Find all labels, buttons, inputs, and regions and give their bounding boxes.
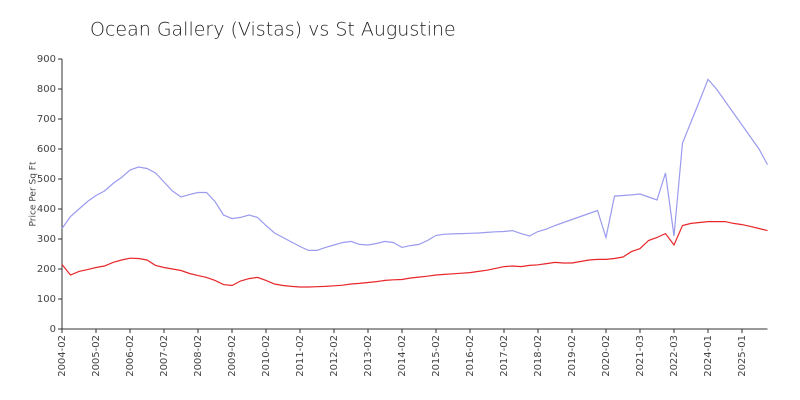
x-tick-label: 2022-03 — [669, 335, 680, 377]
x-tick-label: 2005-02 — [91, 335, 102, 377]
x-tick-label: 2020-02 — [601, 335, 612, 377]
x-tick-label: 2012-02 — [329, 335, 340, 377]
x-tick-label: 2021-03 — [635, 335, 646, 377]
x-tick-label: 2011-02 — [295, 335, 306, 377]
y-tick-label: 400 — [37, 204, 56, 215]
x-tick-label: 2024-01 — [703, 335, 714, 377]
y-tick-label: 200 — [37, 264, 56, 275]
series-line — [61, 78, 769, 251]
x-tick-label: 2014-02 — [397, 335, 408, 377]
y-tick-label: 0 — [50, 324, 56, 335]
x-tick-label: 2009-02 — [227, 335, 238, 377]
x-tick-label: 2004-02 — [57, 335, 68, 377]
y-tick-label: 900 — [37, 54, 56, 65]
y-tick-label: 100 — [37, 294, 56, 305]
x-tick-label: 2010-02 — [261, 335, 272, 377]
x-tick-label: 2015-02 — [431, 335, 442, 377]
x-tick-label: 2008-02 — [193, 335, 204, 377]
y-axis-label: Price Per Sq Ft — [29, 161, 39, 226]
y-tick-label: 600 — [37, 144, 56, 155]
x-tick-label: 2007-02 — [159, 335, 170, 377]
chart-title: Ocean Gallery (Vistas) vs St Augustine — [90, 19, 456, 41]
x-tick-label: 2016-02 — [465, 335, 476, 377]
series-line — [61, 221, 768, 288]
y-tick-label: 700 — [37, 114, 56, 125]
y-tick-label: 300 — [37, 234, 56, 245]
x-tick-label: 2025-01 — [737, 335, 748, 377]
x-tick-label: 2013-02 — [363, 335, 374, 377]
y-tick-label: 500 — [37, 174, 56, 185]
y-tick-label: 800 — [37, 84, 56, 95]
x-tick-label: 2018-02 — [533, 335, 544, 377]
x-tick-label: 2006-02 — [125, 335, 136, 377]
x-tick-label: 2017-02 — [499, 335, 510, 377]
x-tick-label: 2019-02 — [567, 335, 578, 377]
